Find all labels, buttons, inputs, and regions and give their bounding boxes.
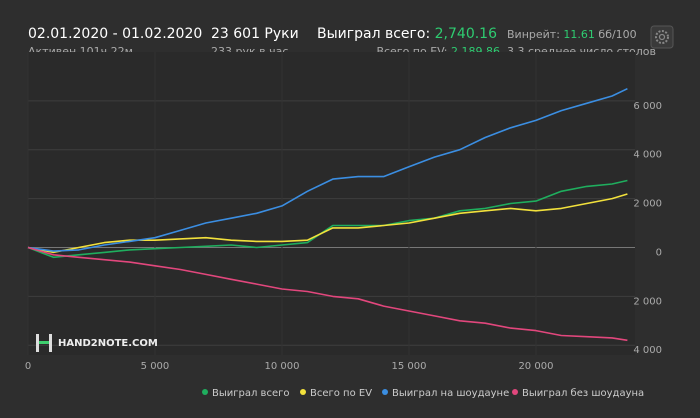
won-value: 2,740.16 [434, 26, 497, 42]
series-line [27, 179, 628, 259]
winrate-label: Винрейт: [507, 28, 560, 41]
y-tick-label: 2 000 [633, 199, 662, 210]
x-tick-label: 5 000 [141, 361, 170, 372]
winrate: Винрейт: 11.61 бб/100 [507, 28, 637, 41]
y-tick-label: 0 [656, 247, 662, 258]
settings-button[interactable] [650, 25, 674, 49]
plot-area [28, 52, 635, 355]
y-tick-label: 4 000 [633, 150, 662, 161]
logo-icon [36, 334, 52, 352]
y-tick-label: 4 000 [633, 345, 662, 356]
hands: 23 601 Руки [211, 26, 299, 42]
x-tick-label: 15 000 [391, 361, 426, 372]
y-tick-label: 6 000 [633, 101, 662, 112]
legend-marker [382, 389, 388, 395]
legend-marker [512, 389, 518, 395]
won-label: Выиграл всего: [317, 26, 431, 42]
x-tick-label: 20 000 [518, 361, 553, 372]
legend-marker [202, 389, 208, 395]
legend-marker [300, 389, 306, 395]
legend-label: Всего по EV [310, 388, 372, 399]
winrate-value: 11.61 [563, 28, 595, 41]
legend-label: Выиграл на шоудауне [392, 388, 509, 399]
x-tick-label: 10 000 [264, 361, 299, 372]
series-line [27, 246, 628, 342]
won-total: Выиграл всего: 2,740.16 [317, 26, 497, 42]
date-range: 02.01.2020 - 01.02.2020 [28, 26, 203, 42]
logo-text: HAND2NOTE.COM [58, 338, 158, 349]
x-tick-label: 0 [25, 361, 31, 372]
series-line [27, 193, 628, 254]
series-line [27, 87, 628, 252]
legend-label: Выиграл всего [212, 388, 289, 399]
y-tick-label: 2 000 [633, 296, 662, 307]
winrate-unit: бб/100 [598, 28, 637, 41]
legend-label: Выиграл без шоудауна [522, 388, 644, 399]
